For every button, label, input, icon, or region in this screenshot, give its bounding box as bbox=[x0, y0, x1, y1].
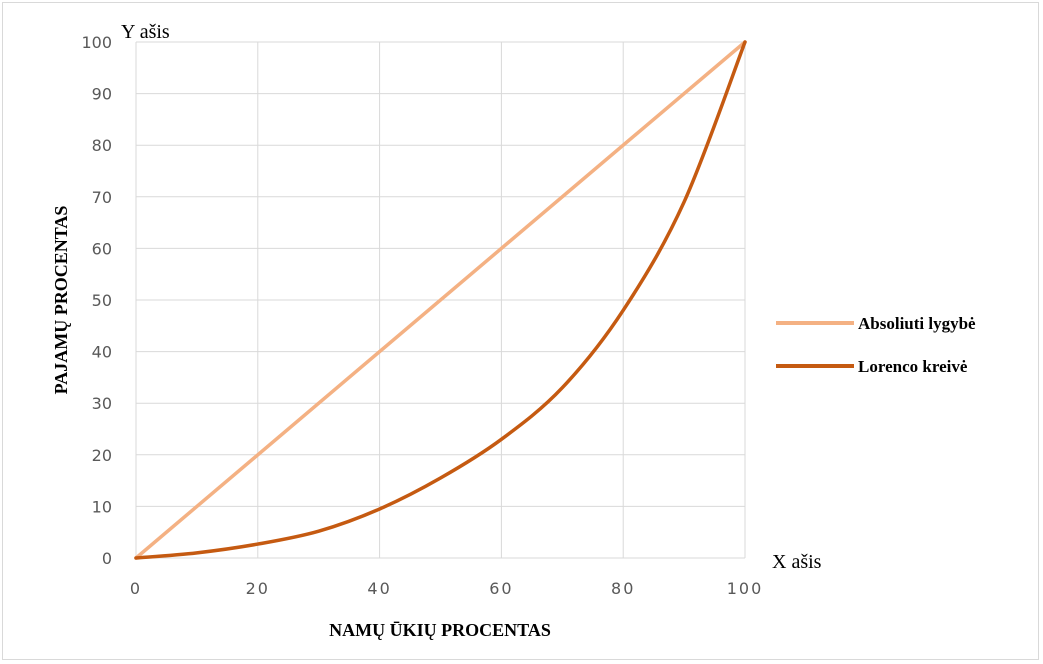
y-tick-label: 10 bbox=[92, 497, 112, 516]
x-tick-labels: 0 20 40 60 80 100 bbox=[130, 579, 764, 598]
y-tick-label: 20 bbox=[92, 446, 112, 465]
y-axis-note: Y ašis bbox=[121, 21, 170, 43]
y-tick-label: 30 bbox=[92, 394, 112, 413]
y-tick-label: 100 bbox=[81, 33, 112, 52]
x-axis-title: NAMŲ ŪKIŲ PROCENTAS bbox=[329, 620, 551, 640]
legend: Absoliuti lygybė Lorenco kreivė bbox=[776, 314, 976, 376]
series-line-lorenco-kreive bbox=[134, 40, 747, 560]
y-tick-labels: 0 10 20 30 40 50 60 70 80 90 100 bbox=[81, 33, 112, 568]
x-tick-label: 100 bbox=[727, 579, 764, 598]
y-tick-label: 70 bbox=[92, 188, 112, 207]
y-tick-label: 80 bbox=[92, 136, 112, 155]
y-tick-label: 90 bbox=[92, 85, 112, 104]
x-tick-label: 40 bbox=[367, 579, 391, 598]
legend-label-absoliuti-lygybe: Absoliuti lygybė bbox=[858, 314, 976, 333]
grid-layer bbox=[135, 41, 746, 559]
x-tick-label: 0 bbox=[130, 579, 142, 598]
x-tick-label: 60 bbox=[489, 579, 513, 598]
series-layer bbox=[134, 40, 747, 560]
x-tick-label: 20 bbox=[246, 579, 270, 598]
x-axis-note: X ašis bbox=[772, 551, 822, 573]
y-axis-title: PAJAMŲ PROCENTAS bbox=[51, 206, 71, 395]
y-tick-label: 50 bbox=[92, 291, 112, 310]
x-tick-label: 80 bbox=[611, 579, 635, 598]
legend-label-lorenco-kreive: Lorenco kreivė bbox=[858, 357, 968, 376]
y-tick-label: 40 bbox=[92, 343, 112, 362]
y-tick-label: 60 bbox=[92, 239, 112, 258]
y-tick-label: 0 bbox=[102, 549, 112, 568]
series-line-absoliuti-lygybe bbox=[134, 40, 747, 560]
